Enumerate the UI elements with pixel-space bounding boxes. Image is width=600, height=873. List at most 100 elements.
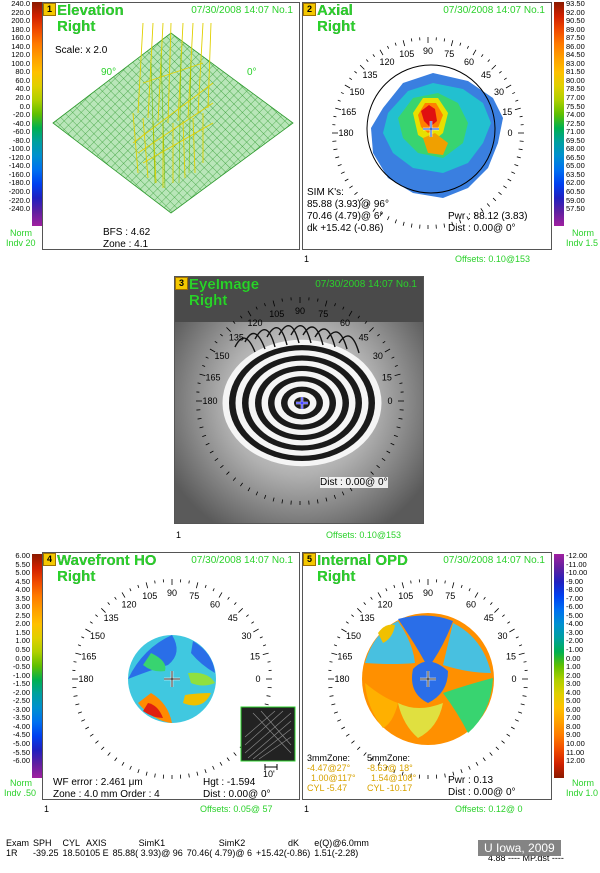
dial-tick <box>523 696 527 697</box>
wf-error-value: WF error : 2.461 μm <box>53 777 143 788</box>
dial-tick <box>101 608 105 612</box>
dial-tick <box>382 458 385 460</box>
dial-tick <box>511 172 515 174</box>
dial-tick <box>411 224 412 228</box>
dial-tick <box>263 645 266 646</box>
dial-tick <box>467 46 468 49</box>
dial-tick <box>469 588 470 591</box>
table-row[interactable]: 1R -39.25 18.50105 E 85.88( 3.93)@ 96 70… <box>4 848 371 858</box>
internal-color-scale <box>554 554 564 778</box>
dial-tick <box>499 71 501 73</box>
footer-number: 1 <box>176 530 181 540</box>
dial-angle-label: 165 <box>81 652 96 662</box>
distance-value: Dist : 0.00@ 0° <box>320 477 388 488</box>
dial-tick <box>248 488 250 491</box>
dial-tick <box>519 653 525 655</box>
dial-tick <box>248 311 251 316</box>
dial-tick <box>282 299 283 302</box>
dial-angle-label: 135 <box>104 613 119 623</box>
dial-angle-label: 45 <box>359 332 369 342</box>
dial-tick <box>234 602 236 604</box>
dial-tick <box>444 224 445 228</box>
dial-tick <box>514 164 518 165</box>
dial-tick <box>75 704 79 705</box>
dial-tick <box>378 592 381 597</box>
dial-tick <box>330 696 334 697</box>
dial-tick <box>265 704 269 705</box>
dial-angle-label: 15 <box>250 652 260 662</box>
dial-tick <box>228 597 230 599</box>
dial-tick <box>399 383 402 384</box>
dial-tick <box>498 192 501 195</box>
dial-tick <box>196 582 198 588</box>
dial-tick <box>219 592 222 597</box>
eyeimage-panel[interactable]: 3 EyeImage Right 07/30/2008 14:07 No.1 90… <box>174 276 424 524</box>
dial-tick <box>490 753 493 756</box>
dial-tick <box>226 327 230 331</box>
dial-angle-label: 150 <box>90 631 105 641</box>
axial-panel[interactable]: 2 Axial Right 07/30/2008 14:07 No.1 90 105… <box>302 2 552 250</box>
dial-tick <box>398 418 402 419</box>
dial-tick <box>85 727 88 729</box>
dial-tick <box>334 645 337 646</box>
dial-tick <box>366 59 368 61</box>
dial-tick <box>334 495 335 499</box>
dial-tick <box>205 585 206 588</box>
dial-tick <box>108 602 110 604</box>
internal-opd-panel[interactable]: 5 Internal OPD Right 07/30/2008 14:07 No.… <box>302 552 552 800</box>
scale-value: -6.00 <box>0 757 30 766</box>
dial-angle-label: 105 <box>398 591 413 601</box>
dial-tick <box>507 622 509 624</box>
dial-tick <box>521 704 525 705</box>
dial-tick <box>395 219 396 223</box>
dial-angle-label: 75 <box>189 591 199 601</box>
dial-tick <box>496 747 499 750</box>
dial-angle-label: 75 <box>444 49 454 59</box>
dial-tick <box>90 734 93 736</box>
wavefront-panel[interactable]: 4 Wavefront HO Right 07/30/2008 14:07 No.… <box>42 552 300 800</box>
dial-tick <box>490 602 492 604</box>
dial-tick <box>385 349 390 352</box>
footer-number: 1 <box>304 254 309 264</box>
dial-tick <box>95 615 97 617</box>
dial-angle-label: 30 <box>373 351 383 361</box>
dial-tick <box>234 753 237 756</box>
dial-angle-label: 30 <box>497 631 507 641</box>
dial-angle-label: 0 <box>387 396 392 406</box>
dial-tick <box>461 585 462 588</box>
dial-tick <box>273 301 275 307</box>
dial-tick <box>342 492 344 496</box>
zone3-k2: 1.00@117° <box>311 773 356 783</box>
dial-tick <box>325 301 327 307</box>
dial-tick <box>215 458 218 460</box>
dial-tick <box>373 54 375 56</box>
indv-label: Indv .50 <box>4 788 36 798</box>
power-value: Pwr : 88.12 (3.83) <box>448 211 527 222</box>
dial-angle-label: 60 <box>466 600 476 610</box>
elevation-panel[interactable]: 1 Elevation Right 07/30/2008 14:07 No.1 S… <box>42 2 300 250</box>
dial-angle-label: 15 <box>382 373 392 383</box>
dial-tick <box>206 357 209 358</box>
dial-tick <box>318 299 319 302</box>
dial-tick <box>233 321 235 323</box>
elevation-color-scale <box>32 2 42 226</box>
dial-tick <box>200 374 206 376</box>
dial-tick <box>90 622 92 624</box>
distance-value: Dist : 0.00@ 0° <box>448 787 516 798</box>
dial-angle-label: 120 <box>121 600 136 610</box>
dial-tick <box>503 186 506 188</box>
dial-tick <box>341 727 344 729</box>
dial-tick <box>403 40 405 46</box>
elevation-axis-90-label: 90° <box>101 67 116 78</box>
dial-tick <box>371 472 374 475</box>
dial-angle-label: 150 <box>346 631 361 641</box>
dial-angle-label: 135 <box>360 613 375 623</box>
dial-tick <box>475 592 478 597</box>
dial-tick <box>364 602 366 604</box>
scale-value: 12.00 <box>566 757 600 766</box>
wavefront-scale-values: 6.00 5.50 5.00 4.50 4.00 3.50 3.00 2.50 2.00 1.50… <box>0 552 30 766</box>
dial-tick <box>364 753 367 756</box>
dial-tick <box>337 720 341 722</box>
dial-tick <box>377 334 379 336</box>
power-value: Pwr : 0.13 <box>448 775 493 786</box>
